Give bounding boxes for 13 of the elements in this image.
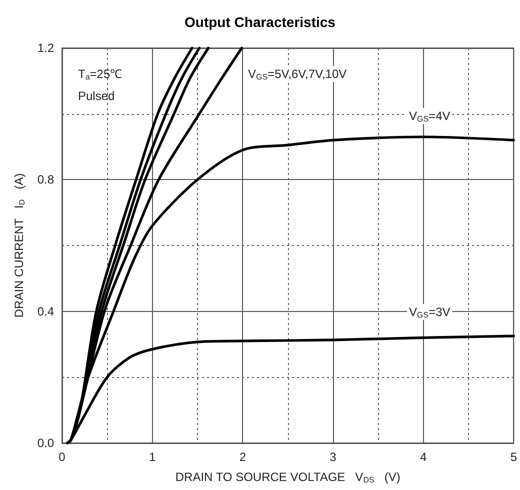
x-tick-label: 4	[420, 450, 427, 464]
y-tick-label: 0.4	[37, 304, 54, 318]
y-tick-label: 0.8	[37, 172, 54, 187]
annotation: Pulsed	[78, 89, 115, 103]
x-tick-label: 5	[510, 450, 518, 464]
x-tick-label: 2	[239, 450, 246, 464]
chart-title: Output Characteristics	[184, 14, 336, 30]
x-tick-label: 3	[330, 450, 337, 464]
y-tick-label: 1.2	[37, 41, 54, 55]
x-tick-label: 0	[58, 450, 66, 464]
y-tick-label: 0.0	[37, 436, 54, 450]
x-tick-label: 1	[148, 450, 156, 464]
text: DRAIN CURRENT ID (A)	[12, 173, 26, 318]
